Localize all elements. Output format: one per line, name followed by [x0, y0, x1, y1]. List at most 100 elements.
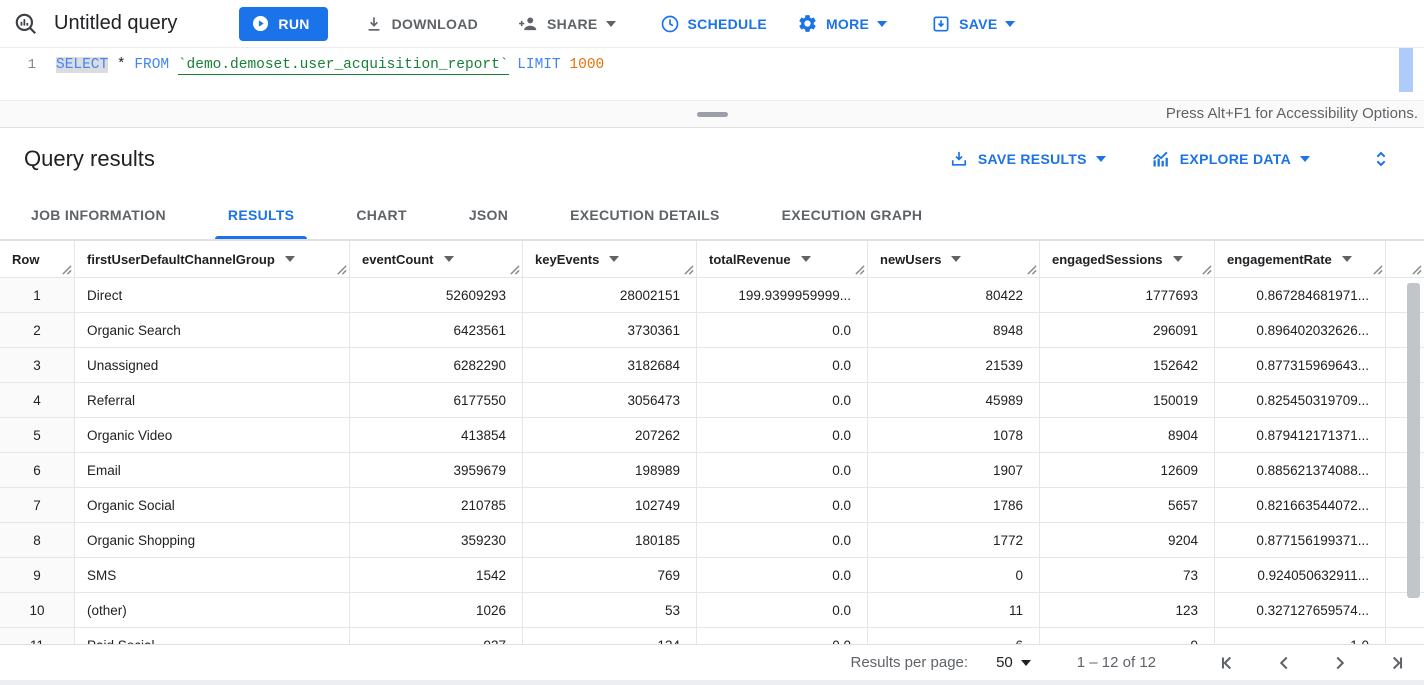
cell-eventCount[interactable]: 413854: [350, 418, 523, 453]
column-resize-grip-icon[interactable]: [854, 264, 865, 275]
column-header[interactable]: keyEvents: [523, 241, 697, 278]
sql-line[interactable]: 1 SELECT * FROM `demo.demoset.user_acqui…: [0, 48, 1424, 75]
cell-newUsers[interactable]: 8948: [868, 313, 1040, 348]
column-menu-caret-icon[interactable]: [443, 256, 454, 262]
page-size-select[interactable]: 50: [996, 654, 1031, 671]
cell-totalRevenue[interactable]: 0.0: [697, 453, 868, 488]
editor-scrollbar-thumb[interactable]: [1399, 48, 1413, 92]
cell-totalRevenue[interactable]: 0.0: [697, 313, 868, 348]
cell-keyEvents[interactable]: 207262: [523, 418, 697, 453]
column-header-row[interactable]: Row: [0, 241, 75, 278]
cell-eventCount[interactable]: 937: [350, 628, 523, 644]
column-resize-grip-icon[interactable]: [509, 264, 520, 275]
column-resize-grip-icon[interactable]: [1201, 264, 1212, 275]
column-menu-caret-icon[interactable]: [800, 256, 811, 262]
cell-engagementRate[interactable]: 0.867284681971...: [1215, 278, 1386, 313]
cell-eventCount[interactable]: 6177550: [350, 383, 523, 418]
cell-engagedSessions[interactable]: 73: [1040, 558, 1215, 593]
column-header[interactable]: totalRevenue: [697, 241, 868, 278]
table-scrollbar-thumb[interactable]: [1407, 283, 1420, 598]
cell-engagementRate[interactable]: 1.0: [1215, 628, 1386, 644]
next-page-button[interactable]: [1328, 651, 1352, 675]
cell-newUsers[interactable]: 1078: [868, 418, 1040, 453]
cell-engagementRate[interactable]: 0.877315969643...: [1215, 348, 1386, 383]
column-menu-caret-icon[interactable]: [284, 256, 295, 262]
run-button[interactable]: RUN: [239, 6, 328, 41]
cell-newUsers[interactable]: 45989: [868, 383, 1040, 418]
column-header[interactable]: engagedSessions: [1040, 241, 1215, 278]
column-menu-caret-icon[interactable]: [1341, 256, 1352, 262]
cell-engagedSessions[interactable]: 5657: [1040, 488, 1215, 523]
sql-table-reference[interactable]: `demo.demoset.user_acquisition_report`: [177, 57, 509, 75]
tab-results[interactable]: RESULTS: [197, 190, 325, 239]
tab-json[interactable]: JSON: [468, 206, 509, 223]
cell-engagementRate[interactable]: 0.821663544072...: [1215, 488, 1386, 523]
cell-totalRevenue[interactable]: 0.0: [697, 488, 868, 523]
cell-newUsers[interactable]: 11: [868, 593, 1040, 628]
cell-totalRevenue[interactable]: 199.9399959999...: [697, 278, 868, 313]
cell-firstUserDefaultChannelGroup[interactable]: Email: [75, 453, 350, 488]
cell-totalRevenue[interactable]: 0.0: [697, 523, 868, 558]
cell-engagedSessions[interactable]: 12609: [1040, 453, 1215, 488]
cell-keyEvents[interactable]: 180185: [523, 523, 697, 558]
cell-eventCount[interactable]: 210785: [350, 488, 523, 523]
cell-firstUserDefaultChannelGroup[interactable]: Unassigned: [75, 348, 350, 383]
cell-keyEvents[interactable]: 102749: [523, 488, 697, 523]
cell-totalRevenue[interactable]: 0.0: [697, 558, 868, 593]
cell-newUsers[interactable]: 1907: [868, 453, 1040, 488]
cell-engagedSessions[interactable]: 152642: [1040, 348, 1215, 383]
cell-engagedSessions[interactable]: 9204: [1040, 523, 1215, 558]
tab-job-information[interactable]: JOB INFORMATION: [31, 206, 166, 223]
cell-keyEvents[interactable]: 53: [523, 593, 697, 628]
cell-eventCount[interactable]: 3959679: [350, 453, 523, 488]
cell-firstUserDefaultChannelGroup[interactable]: Organic Search: [75, 313, 350, 348]
more-button[interactable]: MORE: [797, 13, 888, 34]
expand-panel-button[interactable]: [1370, 148, 1392, 170]
cell-eventCount[interactable]: 1542: [350, 558, 523, 593]
cell-engagedSessions[interactable]: 296091: [1040, 313, 1215, 348]
cell-keyEvents[interactable]: 769: [523, 558, 697, 593]
cell-firstUserDefaultChannelGroup[interactable]: Organic Social: [75, 488, 350, 523]
column-menu-caret-icon[interactable]: [951, 256, 962, 262]
explore-data-button[interactable]: EXPLORE DATA: [1150, 149, 1310, 170]
cell-engagedSessions[interactable]: 1777693: [1040, 278, 1215, 313]
tab-execution-graph[interactable]: EXECUTION GRAPH: [781, 206, 923, 223]
tab-chart[interactable]: CHART: [356, 206, 407, 223]
share-button[interactable]: SHARE: [518, 13, 616, 34]
cell-totalRevenue[interactable]: 0.0: [697, 628, 868, 644]
cell-firstUserDefaultChannelGroup[interactable]: Referral: [75, 383, 350, 418]
column-resize-grip-icon[interactable]: [1026, 264, 1037, 275]
cell-totalRevenue[interactable]: 0.0: [697, 383, 868, 418]
column-header[interactable]: firstUserDefaultChannelGroup: [75, 241, 350, 278]
cell-keyEvents[interactable]: 134: [523, 628, 697, 644]
column-resize-grip-icon[interactable]: [683, 264, 694, 275]
save-results-button[interactable]: SAVE RESULTS: [949, 149, 1106, 169]
last-page-button[interactable]: [1384, 651, 1408, 675]
cell-newUsers[interactable]: 80422: [868, 278, 1040, 313]
cell-keyEvents[interactable]: 3730361: [523, 313, 697, 348]
cell-engagedSessions[interactable]: 150019: [1040, 383, 1215, 418]
cell-firstUserDefaultChannelGroup[interactable]: SMS: [75, 558, 350, 593]
cell-engagementRate[interactable]: 0.877156199371...: [1215, 523, 1386, 558]
cell-eventCount[interactable]: 359230: [350, 523, 523, 558]
cell-engagementRate[interactable]: 0.879412171371...: [1215, 418, 1386, 453]
cell-newUsers[interactable]: 0: [868, 558, 1040, 593]
cell-keyEvents[interactable]: 28002151: [523, 278, 697, 313]
sql-code[interactable]: SELECT * FROM `demo.demoset.user_acquisi…: [56, 55, 604, 75]
cell-engagementRate[interactable]: 0.885621374088...: [1215, 453, 1386, 488]
first-page-button[interactable]: [1216, 651, 1240, 675]
cell-keyEvents[interactable]: 198989: [523, 453, 697, 488]
cell-firstUserDefaultChannelGroup[interactable]: (other): [75, 593, 350, 628]
save-button[interactable]: SAVE: [931, 14, 1016, 34]
cell-eventCount[interactable]: 6282290: [350, 348, 523, 383]
cell-engagementRate[interactable]: 0.327127659574...: [1215, 593, 1386, 628]
column-menu-caret-icon[interactable]: [609, 256, 620, 262]
cell-newUsers[interactable]: 1772: [868, 523, 1040, 558]
download-button[interactable]: DOWNLOAD: [364, 14, 478, 34]
cell-firstUserDefaultChannelGroup[interactable]: Organic Video: [75, 418, 350, 453]
previous-page-button[interactable]: [1272, 651, 1296, 675]
cell-firstUserDefaultChannelGroup[interactable]: Organic Shopping: [75, 523, 350, 558]
cell-engagedSessions[interactable]: 9: [1040, 628, 1215, 644]
cell-newUsers[interactable]: 6: [868, 628, 1040, 644]
cell-newUsers[interactable]: 1786: [868, 488, 1040, 523]
